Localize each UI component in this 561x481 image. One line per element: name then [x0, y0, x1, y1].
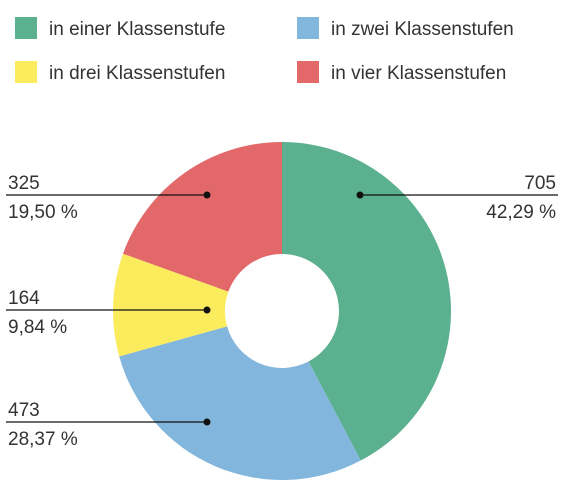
legend-swatch [15, 61, 37, 83]
legend-label: in vier Klassenstufen [331, 63, 506, 84]
slice [119, 326, 361, 480]
legend-swatch [297, 17, 319, 39]
legend-swatch [15, 17, 37, 39]
legend-label: in drei Klassenstufen [49, 63, 225, 84]
slice [112, 253, 229, 357]
callout-dot [203, 306, 211, 314]
value-label: 473 [8, 400, 40, 421]
callout-dot [203, 191, 211, 199]
slice [123, 142, 282, 292]
callout-dot [203, 418, 211, 426]
legend-label: in zwei Klassenstufen [331, 19, 514, 40]
slice [282, 142, 452, 461]
legend-label: in einer Klassenstufe [49, 19, 225, 40]
percent-label: 42,29 % [486, 202, 556, 223]
value-label: 705 [524, 173, 556, 194]
legend-swatch [297, 61, 319, 83]
percent-label: 28,37 % [8, 429, 78, 450]
value-label: 164 [8, 288, 40, 309]
percent-label: 19,50 % [8, 202, 78, 223]
value-label: 325 [8, 173, 40, 194]
percent-label: 9,84 % [8, 317, 67, 338]
callout-dot [356, 191, 364, 199]
